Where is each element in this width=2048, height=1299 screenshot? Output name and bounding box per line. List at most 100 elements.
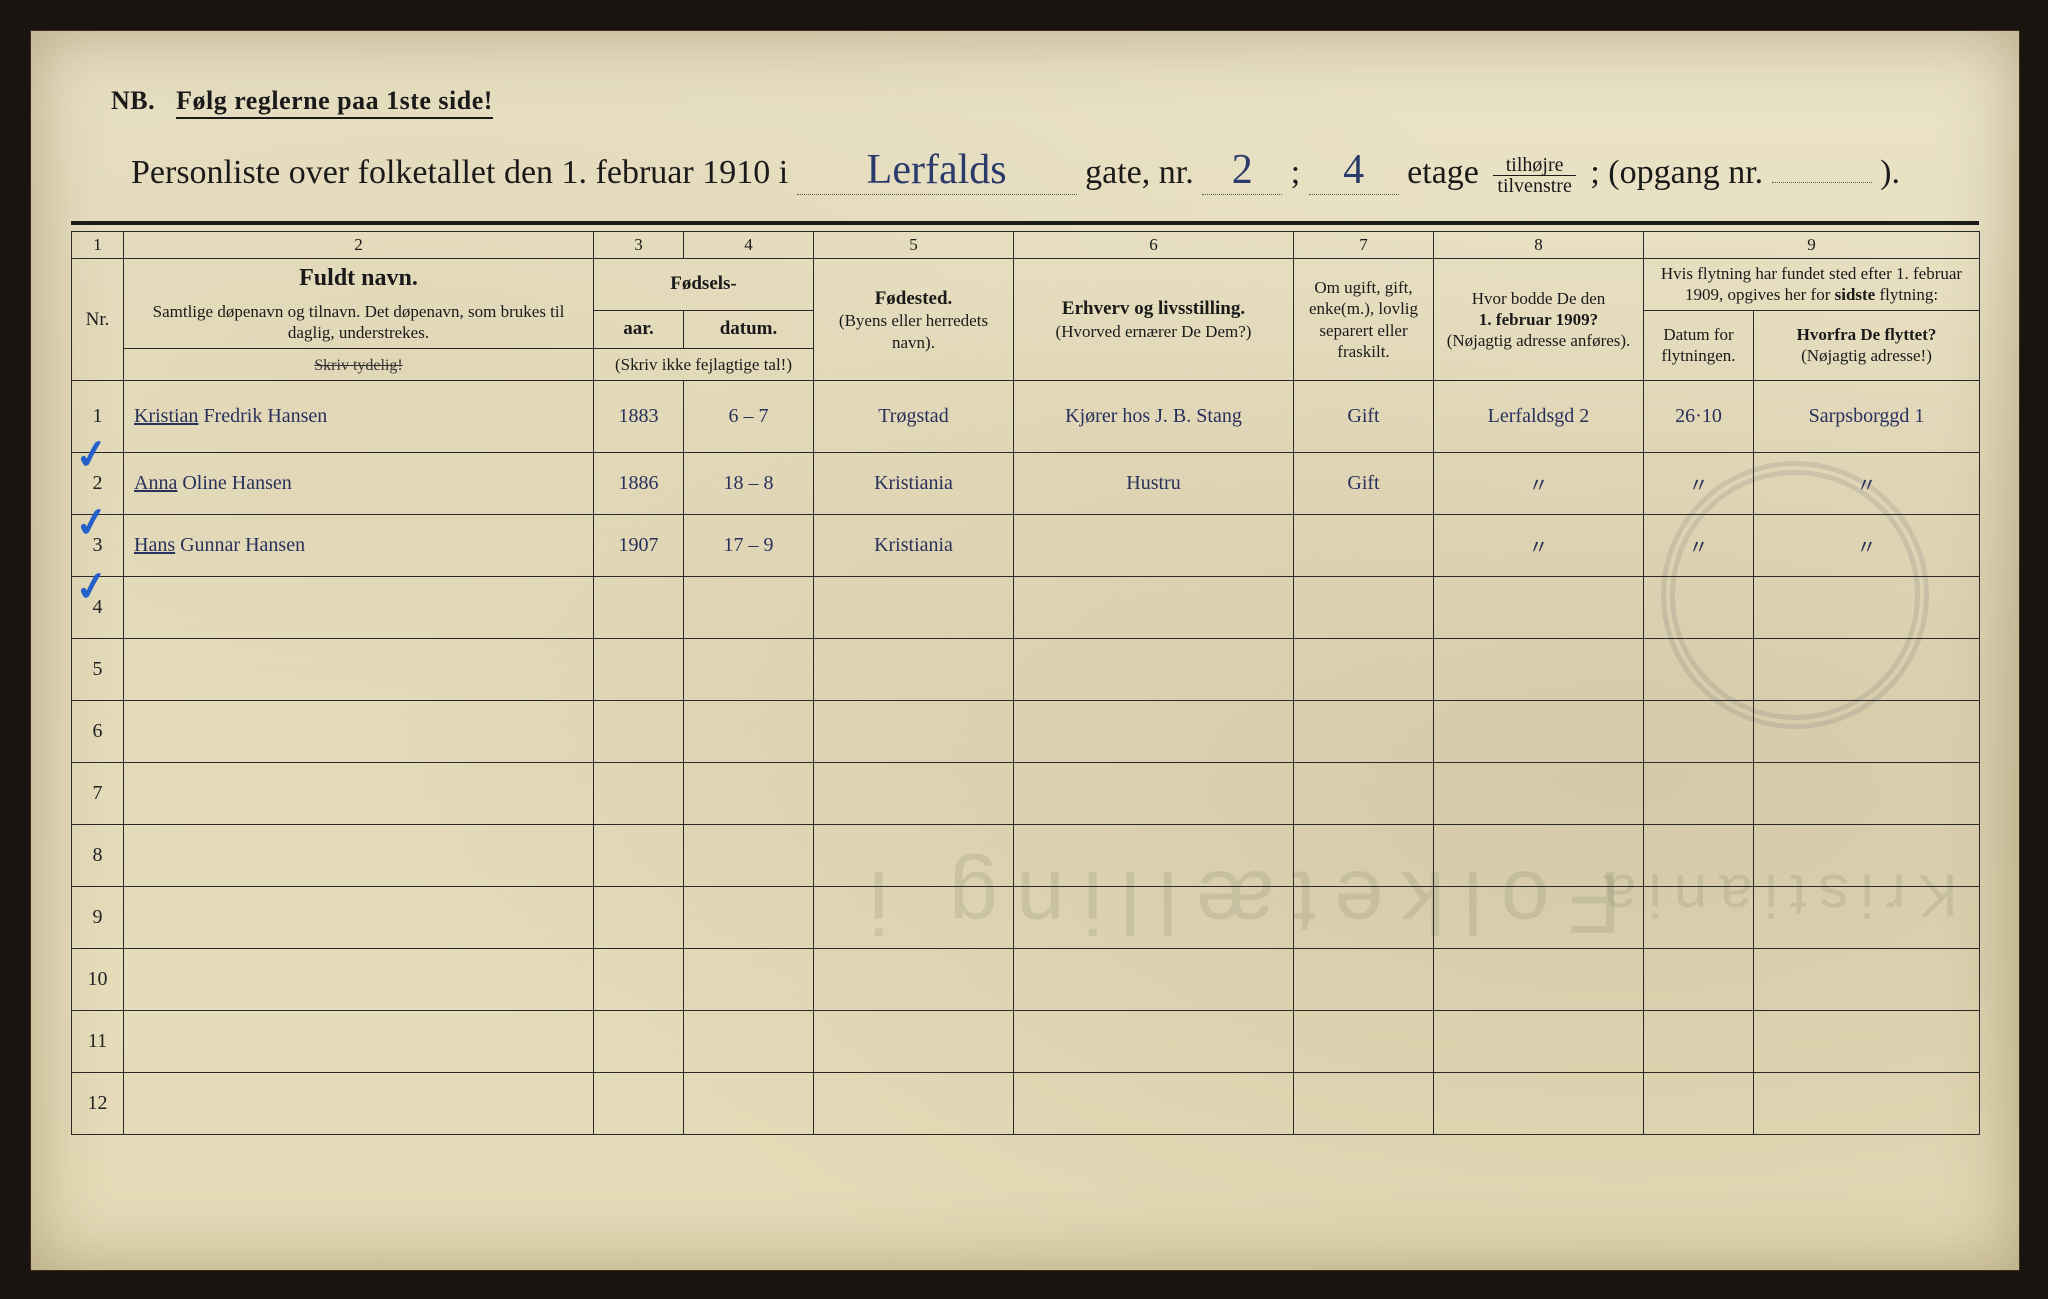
hdr-move-from-sub: (Nøjagtig adresse!) bbox=[1760, 345, 1973, 366]
hdr-move-from-title: Hvorfra De flyttet? bbox=[1797, 325, 1937, 344]
table-row-blank: 7 bbox=[72, 763, 1980, 825]
cell-empty bbox=[124, 887, 594, 949]
colnum-5: 5 bbox=[814, 232, 1014, 259]
table-row-blank: 8 bbox=[72, 825, 1980, 887]
cell-empty bbox=[1294, 639, 1434, 701]
cell-empty bbox=[684, 701, 814, 763]
cell-empty bbox=[594, 577, 684, 639]
cell-empty bbox=[1294, 1011, 1434, 1073]
cell-empty bbox=[1294, 763, 1434, 825]
cell-date: 18 – 8 bbox=[684, 453, 814, 515]
table-row: 1Kristian Fredrik Hansen18836 – 7Trøgsta… bbox=[72, 381, 1980, 453]
cell-move-date: 26·10 bbox=[1644, 381, 1754, 453]
title-close: ). bbox=[1880, 154, 1900, 191]
cell-empty bbox=[1014, 701, 1294, 763]
cell-addr1909: 〃 bbox=[1434, 453, 1644, 515]
cell-empty bbox=[124, 701, 594, 763]
hdr-occupation: Erhverv og livsstilling. (Hvorved ernære… bbox=[1014, 259, 1294, 381]
cell-empty bbox=[814, 763, 1014, 825]
cell-date: 6 – 7 bbox=[684, 381, 814, 453]
cell-empty bbox=[1434, 825, 1644, 887]
cell-empty bbox=[1434, 887, 1644, 949]
cell-empty bbox=[124, 577, 594, 639]
hdr-addr1909-title: Hvor bodde De den1. februar 1909? bbox=[1472, 289, 1606, 329]
cell-move-from: 〃 bbox=[1754, 515, 1980, 577]
cell-birthplace: Kristiania bbox=[814, 515, 1014, 577]
post-semicolon: ; bbox=[1590, 154, 1599, 191]
table-header: 1 2 3 4 5 6 7 8 9 Nr. Fuldt navn. Samtli… bbox=[72, 232, 1980, 381]
gate-label: gate, nr. bbox=[1085, 154, 1194, 191]
cell-move-date: 〃 bbox=[1644, 515, 1754, 577]
census-table: 1 2 3 4 5 6 7 8 9 Nr. Fuldt navn. Samtli… bbox=[71, 231, 1980, 1135]
hdr-name-title: Fuldt navn. bbox=[299, 265, 418, 291]
cell-move-from: 〃 bbox=[1754, 453, 1980, 515]
cell-empty bbox=[684, 887, 814, 949]
fraction-top: tilhøjre bbox=[1493, 155, 1575, 176]
hdr-addr1909-sub: (Nøjagtig adresse anføres). bbox=[1440, 330, 1637, 351]
cell-year: 1883 bbox=[594, 381, 684, 453]
cell-empty bbox=[814, 949, 1014, 1011]
cell-empty bbox=[814, 825, 1014, 887]
nb-prefix: NB. bbox=[111, 86, 155, 115]
cell-empty bbox=[124, 763, 594, 825]
cell-empty bbox=[1754, 639, 1980, 701]
cell-empty bbox=[684, 763, 814, 825]
hdr-move-date: Datum for flytningen. bbox=[1644, 310, 1754, 381]
cell-empty bbox=[814, 701, 1014, 763]
cell-empty bbox=[1754, 887, 1980, 949]
cell-marital: Gift bbox=[1294, 453, 1434, 515]
cell-empty bbox=[1754, 825, 1980, 887]
hdr-name-sub: Samtlige døpenavn og tilnavn. Det døpena… bbox=[130, 301, 587, 344]
cell-empty bbox=[1754, 1073, 1980, 1135]
checkmark-icon: ✓ bbox=[72, 561, 112, 612]
cell-empty bbox=[594, 825, 684, 887]
cell-empty bbox=[1754, 949, 1980, 1011]
cell-empty bbox=[1014, 1011, 1294, 1073]
hdr-occupation-sub: (Hvorved ernærer De Dem?) bbox=[1020, 321, 1287, 342]
nb-line: NB. Følg reglerne paa 1ste side! bbox=[111, 86, 493, 116]
hdr-name: Fuldt navn. Samtlige døpenavn og tilnavn… bbox=[124, 259, 594, 349]
cell-empty bbox=[684, 577, 814, 639]
cell-empty bbox=[1644, 1073, 1754, 1135]
opgang-label: (opgang nr. bbox=[1608, 154, 1763, 191]
cell-empty bbox=[814, 1073, 1014, 1135]
cell-empty bbox=[1644, 763, 1754, 825]
row-number: 9 bbox=[72, 887, 124, 949]
cell-empty bbox=[1014, 577, 1294, 639]
colnum-9: 9 bbox=[1644, 232, 1980, 259]
cell-empty bbox=[1014, 949, 1294, 1011]
hdr-move-top: Hvis flytning har fundet sted efter 1. f… bbox=[1644, 259, 1980, 311]
house-no-handwritten: 2 bbox=[1232, 147, 1253, 193]
cell-empty bbox=[1644, 1011, 1754, 1073]
cell-empty bbox=[684, 1011, 814, 1073]
hdr-move-top-text: Hvis flytning har fundet sted efter 1. f… bbox=[1661, 264, 1962, 304]
cell-empty bbox=[1434, 701, 1644, 763]
cell-occupation: Hustru bbox=[1014, 453, 1294, 515]
hdr-birthplace-sub: (Byens eller herredets navn). bbox=[820, 310, 1007, 353]
cell-empty bbox=[814, 577, 1014, 639]
cell-empty bbox=[594, 639, 684, 701]
hdr-year: aar. bbox=[594, 310, 684, 348]
checkmark-icon: ✓ bbox=[72, 497, 112, 548]
cell-move-from: Sarpsborggd 1 bbox=[1754, 381, 1980, 453]
table-row-blank: 5 bbox=[72, 639, 1980, 701]
cell-empty bbox=[1014, 763, 1294, 825]
cell-empty bbox=[124, 825, 594, 887]
hdr-skriv: Skriv tydelig! bbox=[314, 357, 402, 374]
row-number: 10 bbox=[72, 949, 124, 1011]
top-rule bbox=[71, 221, 1979, 225]
title-pre: Personliste over folketallet den 1. febr… bbox=[131, 154, 788, 191]
hdr-skriv-cell: Skriv tydelig! bbox=[124, 348, 594, 381]
cell-empty bbox=[1754, 763, 1980, 825]
cell-empty bbox=[594, 763, 684, 825]
row-number: 5 bbox=[72, 639, 124, 701]
cell-empty bbox=[684, 825, 814, 887]
row-number: 11 bbox=[72, 1011, 124, 1073]
cell-empty bbox=[124, 949, 594, 1011]
title-line: Personliste over folketallet den 1. febr… bbox=[131, 146, 1979, 196]
cell-birthplace: Kristiania bbox=[814, 453, 1014, 515]
fraction-bot: tilvenstre bbox=[1493, 176, 1575, 196]
cell-empty bbox=[1754, 577, 1980, 639]
cell-occupation bbox=[1014, 515, 1294, 577]
cell-marital: Gift bbox=[1294, 381, 1434, 453]
